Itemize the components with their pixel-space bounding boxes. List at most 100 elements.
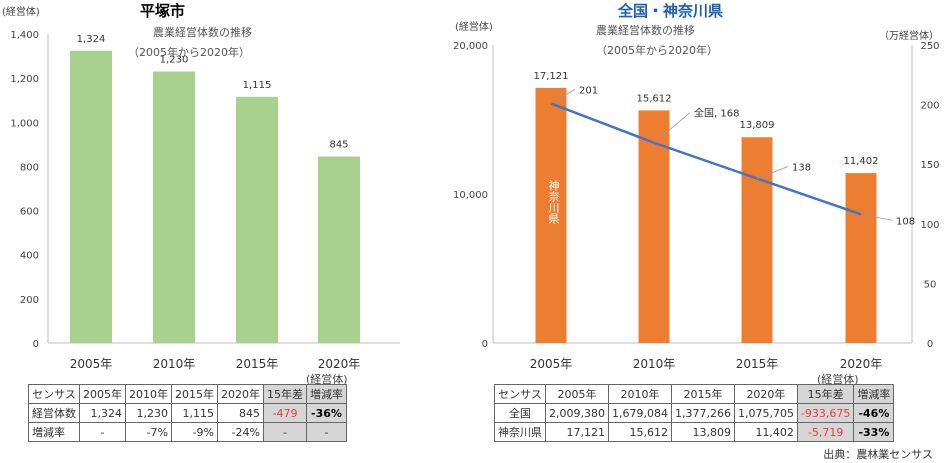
right-y-tick-label: 0: [482, 339, 488, 350]
right-table-unit: (経営体): [817, 373, 859, 386]
left-y-tick-label: 400: [20, 251, 39, 262]
table-header: 2020年: [733, 384, 798, 404]
kanagawa-bar: [535, 87, 567, 344]
left-chart-subtitle-period: （2005年から2020年）: [128, 46, 250, 59]
table-cell: 全国: [494, 403, 546, 423]
national-leader-line: [756, 166, 789, 179]
table-cell: 1,324: [79, 403, 126, 423]
left-bar-value-label: 1,230: [160, 55, 189, 66]
right-x-tick-label: 2020年: [840, 357, 883, 371]
left-table-unit: (経営体): [306, 373, 348, 386]
left-y-tick-label: 800: [20, 162, 39, 173]
table-cell: -33%: [853, 422, 895, 442]
right-y2-tick-label: 200: [920, 101, 939, 112]
table-header: 2010年: [125, 384, 172, 404]
table-header: 2005年: [545, 384, 609, 404]
table-cell: 神奈川県: [494, 422, 546, 442]
table-cell: -36%: [306, 403, 347, 423]
table-row: 神奈川県 17,121 15,612 13,809 11,402 -5,719 …: [494, 422, 895, 442]
right-data-table: センサス 2005年 2010年 2015年 2020年 15年差 増減率 全国…: [494, 384, 895, 442]
table-header: 2020年: [217, 384, 264, 404]
right-chart-subtitle-period: （2005年から2020年）: [596, 44, 718, 57]
right-chart-subtitle: 農業経営体数の推移: [596, 24, 695, 37]
national-point-label: 201: [579, 85, 598, 96]
table-cell: 1,377,266: [670, 403, 735, 423]
table-header: 15年差: [263, 384, 307, 404]
left-y-axis-unit: (経営体): [2, 7, 40, 18]
national-leader-line: [653, 112, 691, 144]
right-y-tick-label: 20,000: [453, 41, 488, 52]
table-cell: 1,679,084: [607, 403, 672, 423]
table-cell: 15,612: [607, 422, 672, 442]
right-y-axis-unit: (経営体): [455, 22, 493, 33]
table-cell: -7%: [125, 422, 172, 442]
left-y-tick-label: 600: [20, 207, 39, 218]
table-cell: -: [263, 422, 307, 442]
left-bar: [236, 96, 278, 344]
table-cell: -24%: [217, 422, 264, 442]
right-y2-tick-label: 150: [920, 160, 939, 171]
table-cell: -479: [263, 403, 307, 423]
table-cell: -46%: [853, 403, 895, 423]
table-cell: 2,009,380: [545, 403, 609, 423]
table-cell: 1,115: [171, 403, 218, 423]
right-x-tick-label: 2005年: [530, 357, 573, 371]
table-cell: 1,230: [125, 403, 172, 423]
table-row: 全国 2,009,380 1,679,084 1,377,266 1,075,7…: [494, 403, 895, 423]
national-line: [550, 102, 862, 216]
table-cell: 11,402: [733, 422, 798, 442]
table-header: 2015年: [670, 384, 735, 404]
kanagawa-bar-label: 神奈川県: [547, 180, 560, 224]
source-note: 出典：農林業センサス: [823, 448, 933, 461]
kanagawa-bar: [638, 110, 670, 344]
table-row: 経営体数 1,324 1,230 1,115 845 -479 -36%: [28, 403, 347, 423]
left-chart-subtitle: 農業経営体数の推移: [153, 26, 252, 39]
national-point-label: 108: [896, 216, 915, 227]
table-header: 15年差: [796, 384, 855, 404]
table-header: 増減率: [306, 384, 347, 404]
left-bar-value-label: 1,324: [77, 34, 106, 45]
table-cell: -5,719: [796, 422, 855, 442]
national-point-label: 138: [792, 163, 811, 174]
table-header: センサス: [494, 384, 546, 404]
table-row: 増減率 - -7% -9% -24% - -: [28, 422, 347, 442]
right-chart-title: 全国・神奈川県: [618, 2, 724, 20]
table-header: 2015年: [171, 384, 218, 404]
left-y-tick-label: 1,000: [10, 118, 39, 129]
table-cell: -: [306, 422, 347, 442]
right-y2-axis-unit: （万経営体）: [879, 31, 939, 42]
kanagawa-bar-value-label: 13,809: [740, 120, 775, 131]
kanagawa-bar: [741, 137, 773, 343]
table-cell: 経営体数: [28, 403, 80, 423]
national-leader-line: [550, 89, 576, 104]
right-y2-tick-label: 50: [924, 279, 937, 290]
kanagawa-bar-value-label: 15,612: [637, 93, 672, 104]
kanagawa-bar-value-label: 17,121: [534, 71, 569, 82]
left-bar-value-label: 845: [329, 139, 348, 150]
table-header: 増減率: [853, 384, 895, 404]
right-y-tick-label: 10,000: [453, 190, 488, 201]
table-cell: -: [79, 422, 126, 442]
left-y-tick-label: 0: [33, 339, 39, 350]
left-x-tick-label: 2010年: [153, 357, 196, 371]
table-cell: 13,809: [670, 422, 735, 442]
left-y-tick-label: 200: [20, 295, 39, 306]
table-cell: 1,075,705: [733, 403, 798, 423]
right-x-tick-label: 2010年: [633, 357, 676, 371]
left-data-table: センサス 2005年 2010年 2015年 2020年 15年差 増減率 経営…: [28, 384, 347, 442]
kanagawa-bar: [845, 173, 877, 343]
table-cell: -9%: [171, 422, 218, 442]
left-y-tick-label: 1,200: [10, 74, 39, 85]
table-header: 2005年: [79, 384, 126, 404]
national-point-label: 全国, 168: [694, 107, 739, 120]
table-header: 2010年: [607, 384, 672, 404]
left-y-tick-label: 1,400: [10, 30, 39, 41]
table-cell: 増減率: [28, 422, 80, 442]
left-bar-value-label: 1,115: [243, 80, 272, 91]
table-header-row: センサス 2005年 2010年 2015年 2020年 15年差 増減率: [494, 384, 895, 404]
right-y2-tick-label: 0: [927, 339, 933, 350]
table-cell: 845: [217, 403, 264, 423]
left-x-tick-label: 2020年: [318, 357, 361, 371]
right-y2-tick-label: 100: [920, 220, 939, 231]
